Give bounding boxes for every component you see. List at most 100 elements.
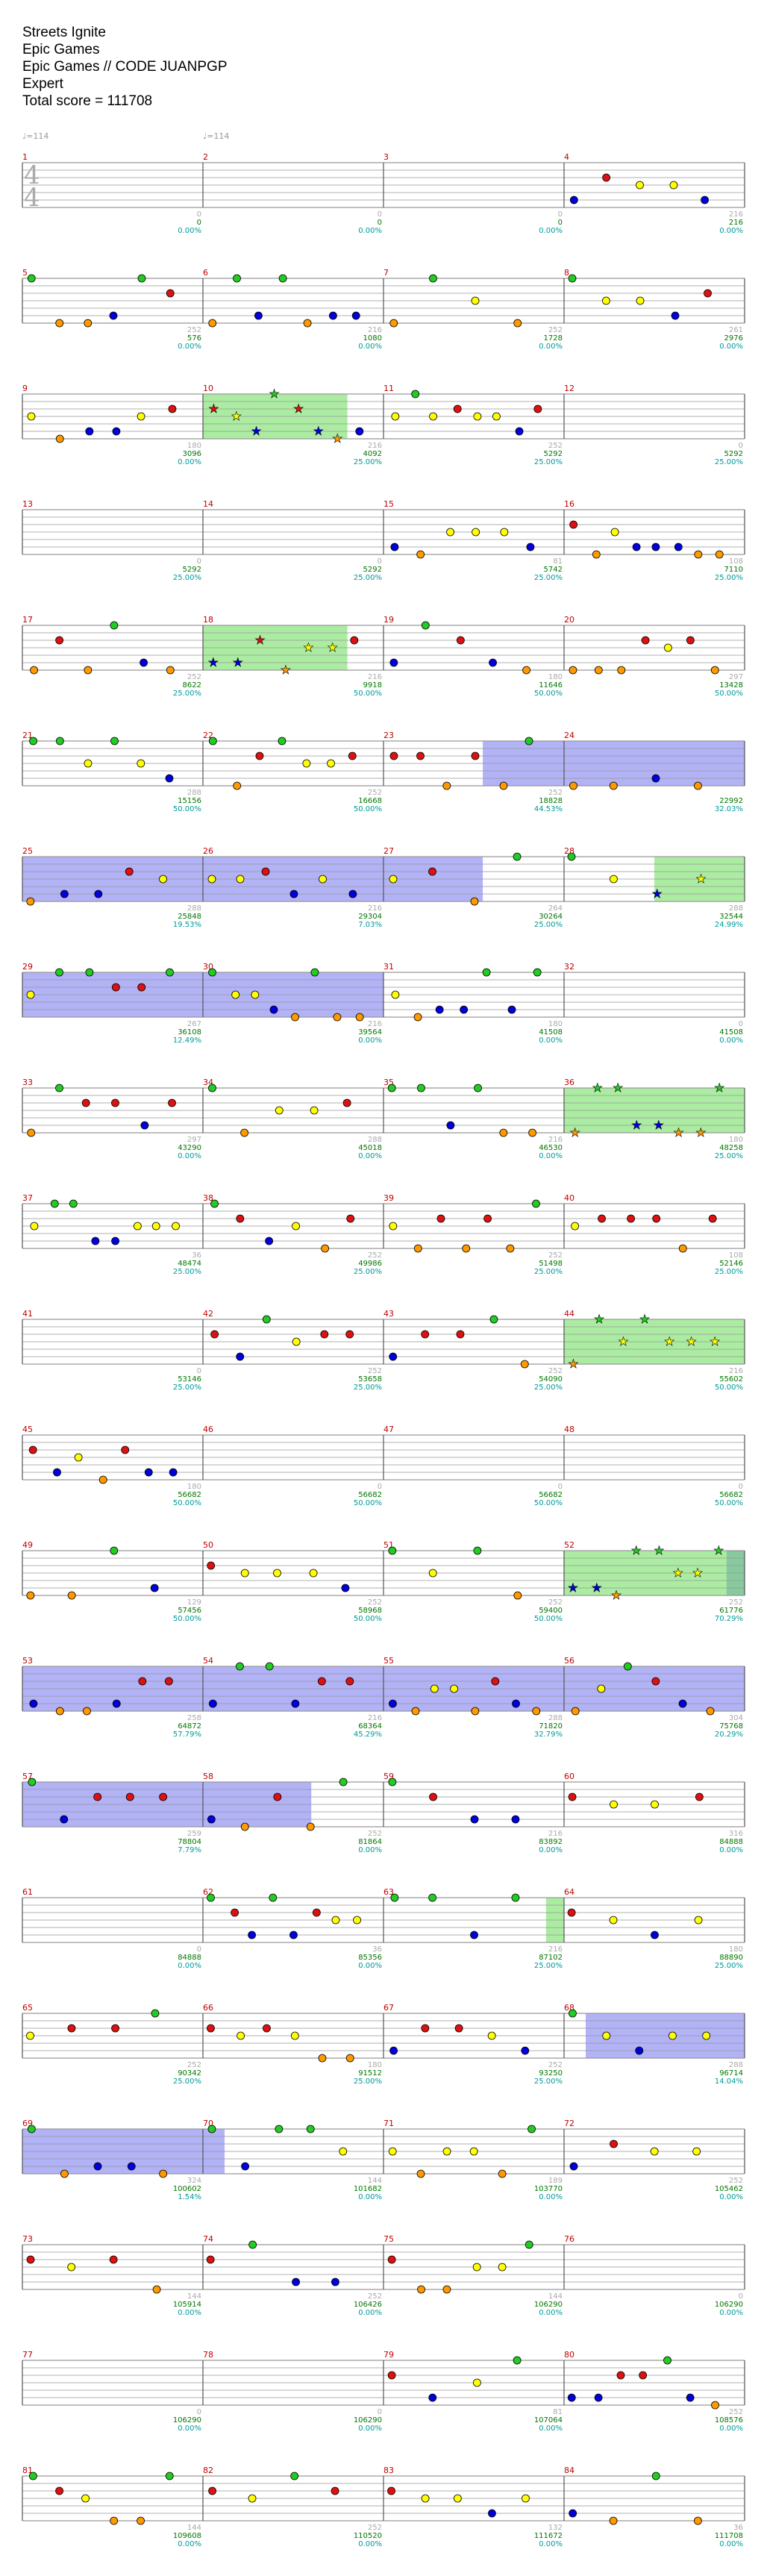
measure-number: 21 [22,731,33,740]
note [473,1546,482,1555]
note [389,319,398,328]
measure-cumulative-score: 91512 [358,2069,382,2078]
note [387,2255,396,2264]
star-note: ★ [592,1581,602,1595]
measure-number: 58 [203,1772,213,1781]
note [138,1677,147,1686]
measure-cumulative-score: 41508 [539,1028,563,1037]
measure-number: 24 [564,731,574,740]
note [411,1707,420,1716]
note [207,1893,215,1902]
measure-number: 25 [22,846,33,856]
measure-number: 83 [383,2466,394,2475]
measure-overdrive-percent: 0.00% [719,2309,743,2317]
note [617,666,626,675]
measure-overdrive-percent: 50.00% [173,1499,201,1507]
note [500,528,509,537]
measure-cumulative-score: 216 [729,219,743,227]
measure-number: 32 [564,962,574,972]
tempo-marker: ♩=114 [22,131,49,141]
note [81,1098,90,1107]
song-charter: Epic Games // CODE JUANPGP [22,59,228,75]
note [231,990,240,999]
note [111,1098,119,1107]
measure-overdrive-percent: 25.00% [354,2078,382,2086]
measure-overdrive-percent: 7.03% [358,921,382,929]
note [567,2393,576,2402]
measure-overdrive-percent: 0.00% [719,2425,743,2433]
measure-number: 4 [564,152,569,162]
note [652,1214,661,1223]
star-note: ★ [568,1581,578,1595]
note [513,319,522,328]
note [208,2486,216,2495]
measure-overdrive-percent: 50.00% [715,690,743,698]
measure-note-score: 189 [548,2177,563,2185]
measure-cumulative-score: 30264 [539,913,563,921]
note [206,2255,215,2264]
measure-number: 61 [22,1887,33,1897]
note [275,1106,284,1115]
note [339,1778,348,1786]
note [248,1931,257,1939]
note [651,543,660,551]
measure-overdrive-percent: 50.00% [534,1615,563,1623]
note [526,543,535,551]
note [350,636,359,645]
measure-note-score: 216 [368,442,382,450]
note [109,2255,118,2264]
note [27,2125,36,2133]
measure-cumulative-score: 52146 [719,1260,743,1268]
note [248,2494,257,2503]
note [472,2263,481,2272]
measure-cumulative-score: 5742 [544,566,563,574]
note [663,2356,671,2365]
measure-note-score: 108 [729,557,743,566]
note [421,1330,430,1339]
star-note: ★ [631,1118,642,1132]
note [254,311,263,320]
note [331,1916,340,1925]
note [527,2125,536,2133]
note [98,1475,107,1484]
note [491,1677,500,1686]
song-title: Streets Ignite [22,25,106,40]
note [150,1584,159,1592]
measure-overdrive-percent: 25.00% [354,1384,382,1392]
note [650,2147,659,2156]
measure-note-score: 0 [739,442,743,450]
measure-note-score: 288 [729,2061,743,2069]
measure-note-score: 36 [192,1251,201,1260]
measure-overdrive-percent: 25.00% [715,574,743,582]
note [236,1214,245,1223]
note [30,666,38,675]
note [164,1677,173,1686]
note [616,2371,625,2380]
measure-cumulative-score: 51498 [539,1260,563,1268]
star-note: ★ [654,1118,664,1132]
measure-number: 1 [22,152,28,162]
star-note: ★ [293,401,304,416]
measure-note-score: 216 [729,210,743,219]
measure-overdrive-percent: 0.00% [539,2540,563,2548]
note [30,1222,39,1231]
measure-number: 53 [22,1656,33,1666]
note [321,1244,330,1253]
note [513,2356,522,2365]
note [110,737,119,745]
note [240,1569,249,1578]
